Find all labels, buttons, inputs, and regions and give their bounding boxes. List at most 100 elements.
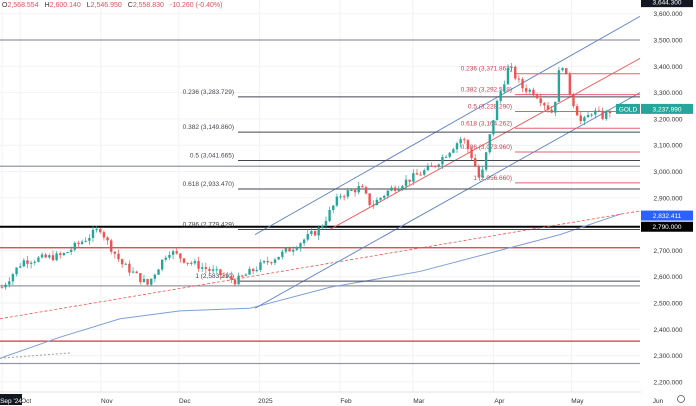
candle [452, 147, 455, 154]
candle-body [557, 70, 561, 102]
candle [346, 187, 349, 200]
candle-body [310, 231, 313, 235]
candle-body [153, 274, 157, 279]
candle [364, 185, 368, 195]
candle-body [328, 209, 331, 221]
time-tick-label: Jun [653, 398, 664, 405]
candle [503, 80, 506, 94]
candle-body [419, 174, 422, 176]
candle-body [99, 229, 102, 233]
candle [492, 120, 495, 137]
level-price-badge-text: 2,790.000 [653, 224, 682, 231]
candle-body [15, 267, 18, 275]
candle-body [19, 266, 22, 268]
candle [455, 141, 459, 154]
candle [215, 266, 218, 274]
candle [393, 185, 397, 193]
candle-body [510, 66, 513, 68]
candle [135, 270, 138, 274]
candle-body [561, 68, 564, 71]
candle [412, 169, 415, 186]
candle-body [379, 197, 382, 200]
candle-body [66, 252, 69, 254]
candle [463, 137, 466, 144]
candle [477, 164, 481, 179]
time-tick-label: Mar [413, 398, 425, 405]
price-tick-label: 3,200.000 [654, 116, 683, 123]
candle [284, 247, 288, 254]
candle-body [241, 275, 244, 277]
candle-body [139, 273, 142, 282]
candle [372, 200, 375, 209]
candle [474, 154, 477, 168]
candle [514, 65, 517, 81]
ma-price-badge [641, 210, 693, 221]
candle-body [590, 114, 593, 116]
candle-body [415, 173, 419, 175]
candle [40, 252, 44, 259]
candle [292, 246, 295, 256]
candle [80, 239, 84, 246]
candle [277, 256, 280, 260]
candle-body [350, 189, 353, 191]
candle-body [306, 234, 309, 240]
candle [44, 252, 47, 259]
candle [328, 206, 331, 223]
candle-body [554, 101, 557, 113]
high-label: H [44, 2, 50, 9]
fib-left-label: 0.382 (3,149.860) [183, 124, 234, 131]
price-tick-label: 3,300.000 [654, 90, 683, 97]
candle [579, 112, 582, 125]
candle [470, 146, 473, 161]
candle-body [77, 242, 80, 244]
candle-body [357, 186, 360, 193]
time-tick-label: May [571, 398, 584, 405]
candle [430, 162, 433, 167]
candle [459, 136, 462, 148]
candle-body [222, 275, 226, 277]
candle-body [182, 258, 186, 263]
candle-body [481, 169, 484, 178]
close-value: 2,558.830 [132, 2, 164, 9]
candle-body [4, 284, 7, 288]
candle [495, 99, 499, 121]
candle [484, 151, 488, 172]
candle [197, 256, 200, 272]
candle-body [605, 111, 608, 119]
candle [324, 216, 328, 229]
candle [226, 272, 229, 279]
low-label: L [86, 2, 91, 9]
candle [175, 248, 178, 255]
candle-body [44, 254, 47, 258]
candle [84, 237, 87, 243]
candle-body [113, 251, 117, 254]
candle-body [8, 281, 11, 285]
candle [230, 271, 233, 284]
candle [510, 63, 513, 73]
candle-body [135, 271, 138, 274]
settings-gear-icon[interactable] [677, 395, 685, 403]
candle-body [175, 251, 178, 254]
candle [48, 253, 51, 260]
candle [601, 107, 604, 121]
candle-body [33, 261, 36, 263]
candle [120, 258, 124, 268]
candle [408, 179, 411, 186]
candle-body [117, 253, 120, 260]
moving-average-line [0, 213, 623, 359]
candle-body [142, 279, 146, 282]
candle-body [26, 260, 29, 264]
fib-left-label: 0.236 (3,283.729) [183, 89, 234, 96]
candle [539, 93, 542, 107]
candle-body [404, 179, 408, 187]
candle [182, 258, 186, 264]
candle [26, 255, 29, 269]
candle [597, 106, 601, 112]
candle [113, 251, 117, 259]
candle [499, 89, 502, 104]
fib-left-label: 0.5 (3,041.665) [190, 153, 234, 160]
candle-body [262, 260, 266, 263]
time-cursor-badge [0, 394, 22, 405]
candle-body [484, 152, 488, 170]
